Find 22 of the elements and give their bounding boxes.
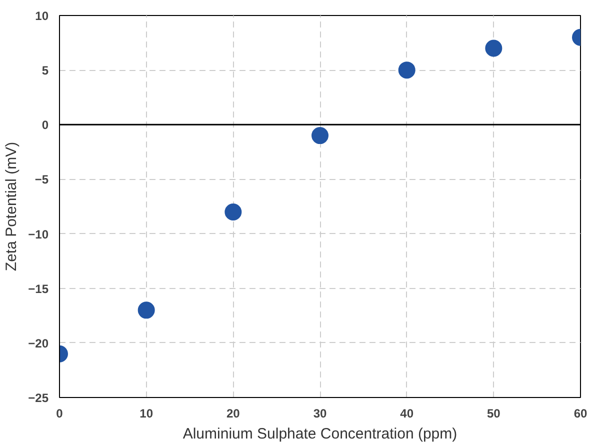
y-tick-label: −20	[28, 336, 49, 350]
point	[398, 62, 416, 79]
point	[312, 127, 328, 144]
x-tick-label: 50	[486, 406, 501, 420]
x-tick-label: 60	[574, 406, 588, 420]
x-tick-label: 0	[56, 406, 64, 420]
y-tick-label: 10	[35, 9, 49, 23]
y-tick-label: −10	[28, 227, 49, 242]
point	[485, 40, 502, 57]
y-tick-label: −25	[28, 391, 49, 405]
y-axis-title: Zeta Potential (mV)	[3, 142, 20, 272]
x-tick-label: 40	[400, 406, 414, 420]
x-tick-label: 10	[140, 406, 154, 420]
y-tick-label: −15	[28, 282, 49, 296]
y-tick-label: −5	[34, 172, 49, 187]
point	[224, 203, 242, 220]
x-tick-label: 20	[226, 406, 240, 420]
y-tick-label: 5	[42, 64, 49, 78]
y-tick-label: 0	[42, 118, 49, 132]
x-axis-title: Aluminium Sulphate Concentration (ppm)	[182, 426, 458, 442]
point	[138, 302, 155, 319]
x-tick-label: 30	[313, 406, 327, 420]
